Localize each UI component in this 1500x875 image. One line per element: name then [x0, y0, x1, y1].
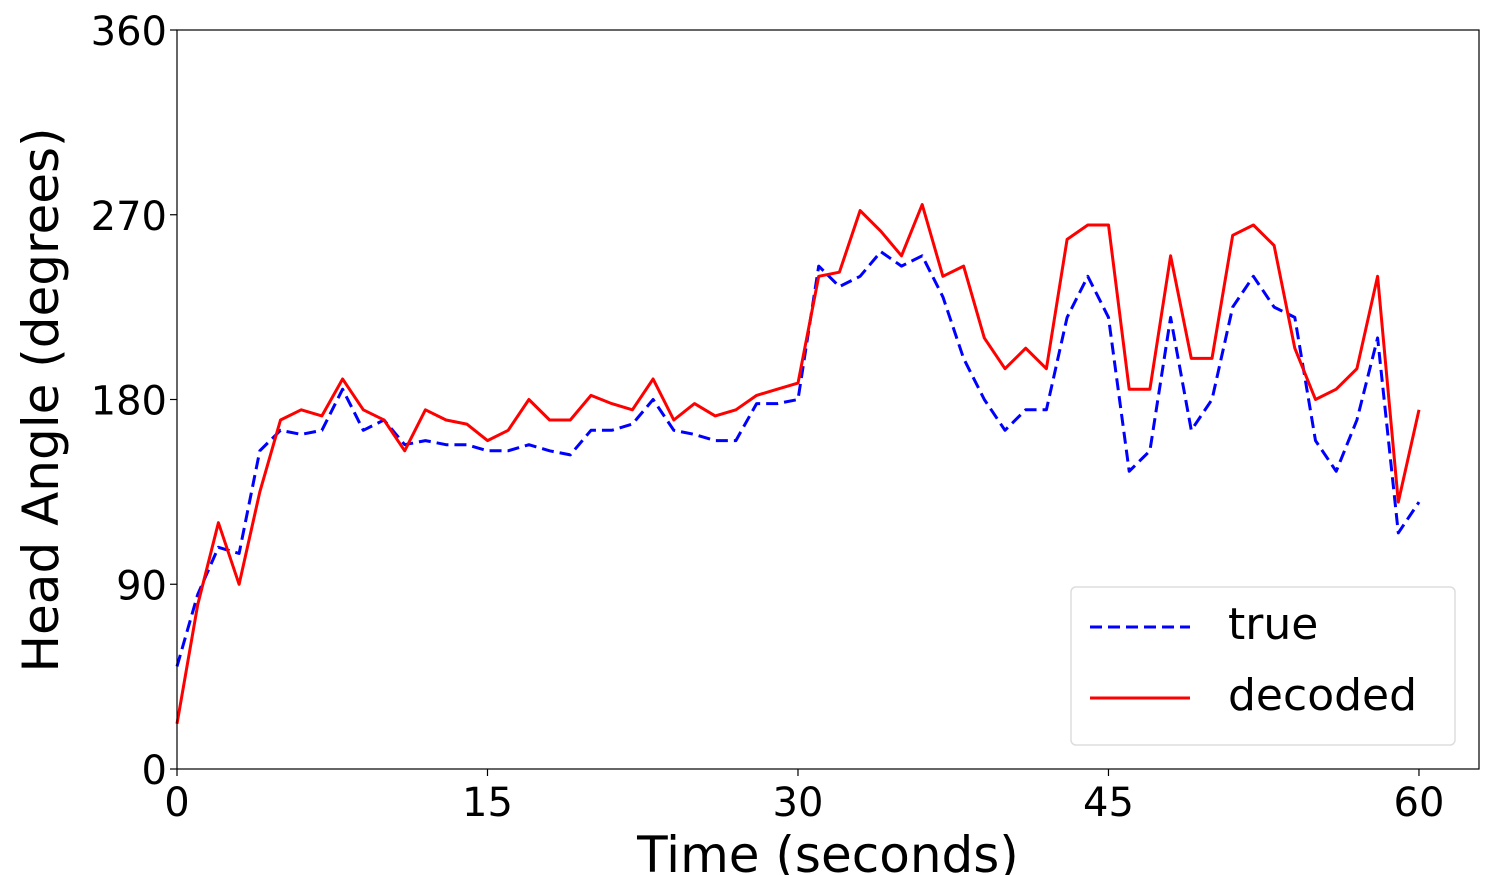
- x-tick-label: 30: [773, 780, 824, 826]
- x-tick-label: 45: [1083, 780, 1134, 826]
- y-tick-label: 0: [142, 748, 167, 794]
- y-tick-label: 360: [91, 9, 167, 55]
- legend-label: true: [1228, 599, 1318, 650]
- legend: true decoded: [1070, 586, 1456, 746]
- y-tick-label: 180: [91, 379, 167, 425]
- legend-label: decoded: [1228, 670, 1417, 721]
- x-tick-label: 60: [1394, 780, 1445, 826]
- x-axis-label: Time (seconds): [636, 826, 1019, 875]
- x-tick-label: 0: [164, 780, 189, 826]
- y-tick-label: 90: [116, 563, 167, 609]
- x-tick-label: 15: [462, 780, 513, 826]
- y-axis-label: Head Angle (degrees): [12, 127, 70, 672]
- data-line: [175, 203, 1421, 725]
- y-tick-label: 270: [91, 194, 167, 240]
